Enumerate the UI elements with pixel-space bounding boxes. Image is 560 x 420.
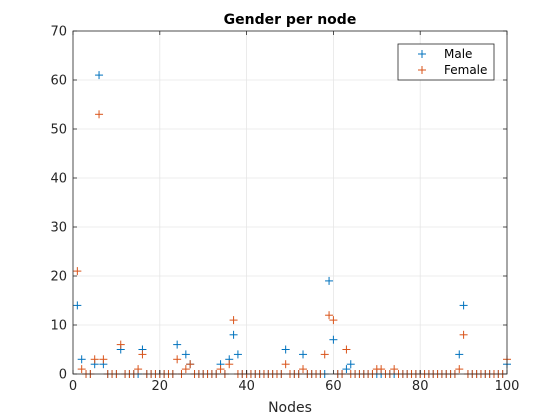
data-point-female bbox=[390, 365, 399, 374]
chart-title: Gender per node bbox=[224, 12, 357, 28]
data-point-male bbox=[346, 360, 355, 369]
data-point-female bbox=[134, 365, 143, 374]
y-tick-label: 50 bbox=[50, 123, 67, 138]
data-point-female bbox=[225, 360, 234, 369]
x-tick-label: 0 bbox=[69, 379, 77, 394]
data-point-female bbox=[325, 311, 334, 320]
y-tick-label: 20 bbox=[50, 270, 67, 285]
legend-label-male: Male bbox=[444, 47, 472, 61]
data-point-male bbox=[459, 301, 468, 310]
legend-box bbox=[397, 43, 495, 81]
y-tick-label: 30 bbox=[50, 221, 67, 236]
data-point-male bbox=[233, 350, 242, 359]
data-point-female bbox=[342, 345, 351, 354]
data-point-male bbox=[77, 355, 86, 364]
data-point-female bbox=[77, 365, 86, 374]
x-tick-label: 80 bbox=[412, 379, 429, 394]
data-point-female bbox=[229, 316, 238, 325]
data-point-female bbox=[455, 365, 464, 374]
data-point-female bbox=[320, 350, 329, 359]
data-point-male bbox=[229, 330, 238, 339]
data-point-male bbox=[455, 350, 464, 359]
data-point-female bbox=[90, 355, 99, 364]
x-tick-label: 60 bbox=[325, 379, 342, 394]
data-point-female bbox=[281, 360, 290, 369]
data-point-female bbox=[299, 365, 308, 374]
data-point-female bbox=[329, 316, 338, 325]
data-point-female bbox=[138, 350, 147, 359]
data-point-female bbox=[181, 365, 190, 374]
x-tick-label: 40 bbox=[238, 379, 255, 394]
y-tick-label: 0 bbox=[59, 368, 67, 383]
data-point-female bbox=[73, 267, 82, 276]
data-point-male bbox=[173, 340, 182, 349]
y-tick-label: 10 bbox=[50, 319, 67, 334]
data-point-female bbox=[116, 340, 125, 349]
x-axis-label: Nodes bbox=[268, 400, 312, 416]
axis-ticks: 0 20 40 60 80 100 0 10 20 30 40 50 60 70 bbox=[50, 25, 519, 395]
data-point-female bbox=[173, 355, 182, 364]
data-point-male bbox=[329, 335, 338, 344]
x-tick-label: 20 bbox=[152, 379, 169, 394]
plot-area bbox=[73, 31, 507, 374]
data-point-male bbox=[325, 276, 334, 285]
legend-marker-female bbox=[418, 66, 426, 74]
data-point-female bbox=[186, 360, 195, 369]
y-tick-label: 70 bbox=[50, 25, 67, 40]
data-point-female bbox=[99, 355, 108, 364]
x-tick-label: 100 bbox=[495, 379, 520, 394]
data-point-female bbox=[95, 110, 104, 119]
legend-marker-male bbox=[418, 50, 426, 58]
data-point-male bbox=[299, 350, 308, 359]
data-point-male bbox=[95, 71, 104, 80]
data-point-female bbox=[377, 365, 386, 374]
data-point-male bbox=[181, 350, 190, 359]
y-tick-label: 40 bbox=[50, 172, 67, 187]
legend-label-female: Female bbox=[444, 63, 487, 77]
legend: Male Female bbox=[397, 43, 495, 81]
data-point-male bbox=[342, 365, 351, 374]
data-point-male bbox=[281, 345, 290, 354]
y-tick-label: 60 bbox=[50, 74, 67, 89]
data-point-female bbox=[459, 330, 468, 339]
plot-frame bbox=[72, 30, 508, 375]
data-point-male bbox=[73, 301, 82, 310]
data-point-female bbox=[216, 365, 225, 374]
